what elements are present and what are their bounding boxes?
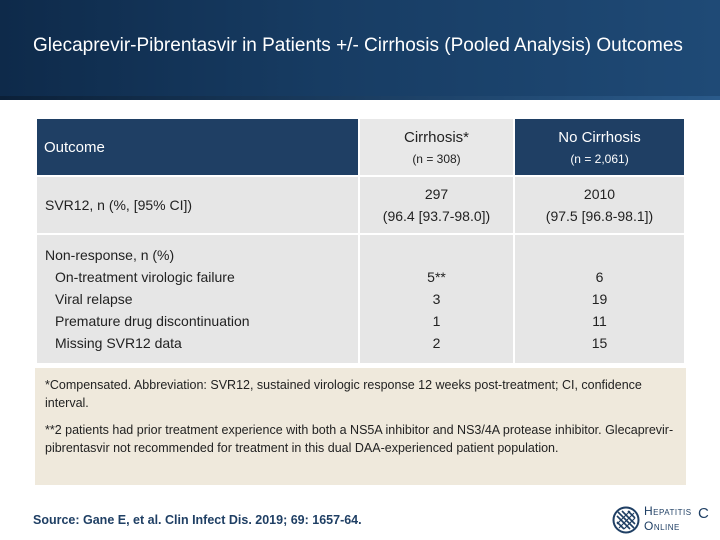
footnotes-box: *Compensated. Abbreviation: SVR12, susta… — [35, 368, 686, 485]
nonresponse-item-label: Premature drug discontinuation — [55, 313, 250, 329]
nonresponse-item-label: Missing SVR12 data — [55, 335, 182, 351]
nonresponse-cirrhosis-value: 1 — [432, 313, 441, 329]
nonresponse-labels: Non-response, n (%) On-treatment virolog… — [35, 233, 360, 365]
nonresponse-no-cirrhosis-value: 15 — [591, 335, 608, 351]
svr12-no-cirrhosis-ci: (97.5 [96.8-98.1]) — [545, 208, 654, 224]
nonresponse-cirrhosis-value: 5** — [427, 269, 446, 285]
svr12-no-cirrhosis-count: 2010 — [583, 186, 616, 202]
nonresponse-no-cirrhosis-value: 6 — [595, 269, 604, 285]
svr12-cirrhosis: 297 (96.4 [93.7-98.0]) — [358, 175, 515, 235]
slide-header: Glecaprevir-Pibrentasvir in Patients +/-… — [0, 0, 720, 100]
nonresponse-no-cirrhosis-value: 11 — [592, 313, 607, 329]
nonresponse-cirrhosis-value: 2 — [432, 335, 441, 351]
nonresponse-item-label: On-treatment virologic failure — [55, 269, 235, 285]
outcomes-table: Outcome Cirrhosis* (n = 308) No Cirrhosi… — [35, 117, 686, 365]
svr12-cirrhosis-ci: (96.4 [93.7-98.0]) — [382, 208, 491, 224]
svr12-cirrhosis-count: 297 — [424, 186, 449, 202]
hepatitis-c-online-logo: Hepatitis Online C — [612, 504, 716, 536]
source-citation: Source: Gane E, et al. Clin Infect Dis. … — [33, 513, 362, 527]
nonresponse-no-cirrhosis-values: 6 19 11 15 — [513, 233, 686, 365]
header-cirrhosis-n: (n = 308) — [412, 151, 461, 166]
logo-line2: Online — [644, 519, 680, 533]
slide-title: Glecaprevir-Pibrentasvir in Patients +/-… — [33, 35, 683, 56]
svr12-label: SVR12, n (%, [95% CI]) — [35, 175, 360, 235]
table-row-svr12: SVR12, n (%, [95% CI]) 297 (96.4 [93.7-9… — [35, 175, 686, 235]
nonresponse-label: Non-response, n (%) — [45, 247, 175, 263]
logo-wordmark: Hepatitis Online — [644, 504, 692, 534]
header-no-cirrhosis-n: (n = 2,061) — [570, 151, 629, 166]
header-cirrhosis: Cirrhosis* (n = 308) — [358, 117, 515, 177]
header-cirrhosis-name: Cirrhosis* — [403, 128, 469, 146]
nonresponse-cirrhosis-values: 5** 3 1 2 — [358, 233, 515, 365]
hepatitis-c-online-logo-icon — [612, 506, 640, 534]
logo-letter-c: C — [698, 505, 709, 522]
nonresponse-no-cirrhosis-value: 19 — [591, 291, 608, 307]
footnote-compensated: *Compensated. Abbreviation: SVR12, susta… — [45, 378, 642, 410]
footnote-dual-daa: **2 patients had prior treatment experie… — [45, 423, 674, 455]
header-no-cirrhosis: No Cirrhosis (n = 2,061) — [513, 117, 686, 177]
nonresponse-item-label: Viral relapse — [55, 291, 133, 307]
svr12-no-cirrhosis: 2010 (97.5 [96.8-98.1]) — [513, 175, 686, 235]
table-header-row: Outcome Cirrhosis* (n = 308) No Cirrhosi… — [35, 117, 686, 177]
logo-line1: Hepatitis — [644, 504, 692, 518]
table-row-nonresponse: Non-response, n (%) On-treatment virolog… — [35, 233, 686, 365]
nonresponse-cirrhosis-value: 3 — [432, 291, 441, 307]
header-no-cirrhosis-name: No Cirrhosis — [558, 128, 641, 146]
header-outcome: Outcome — [35, 117, 360, 177]
